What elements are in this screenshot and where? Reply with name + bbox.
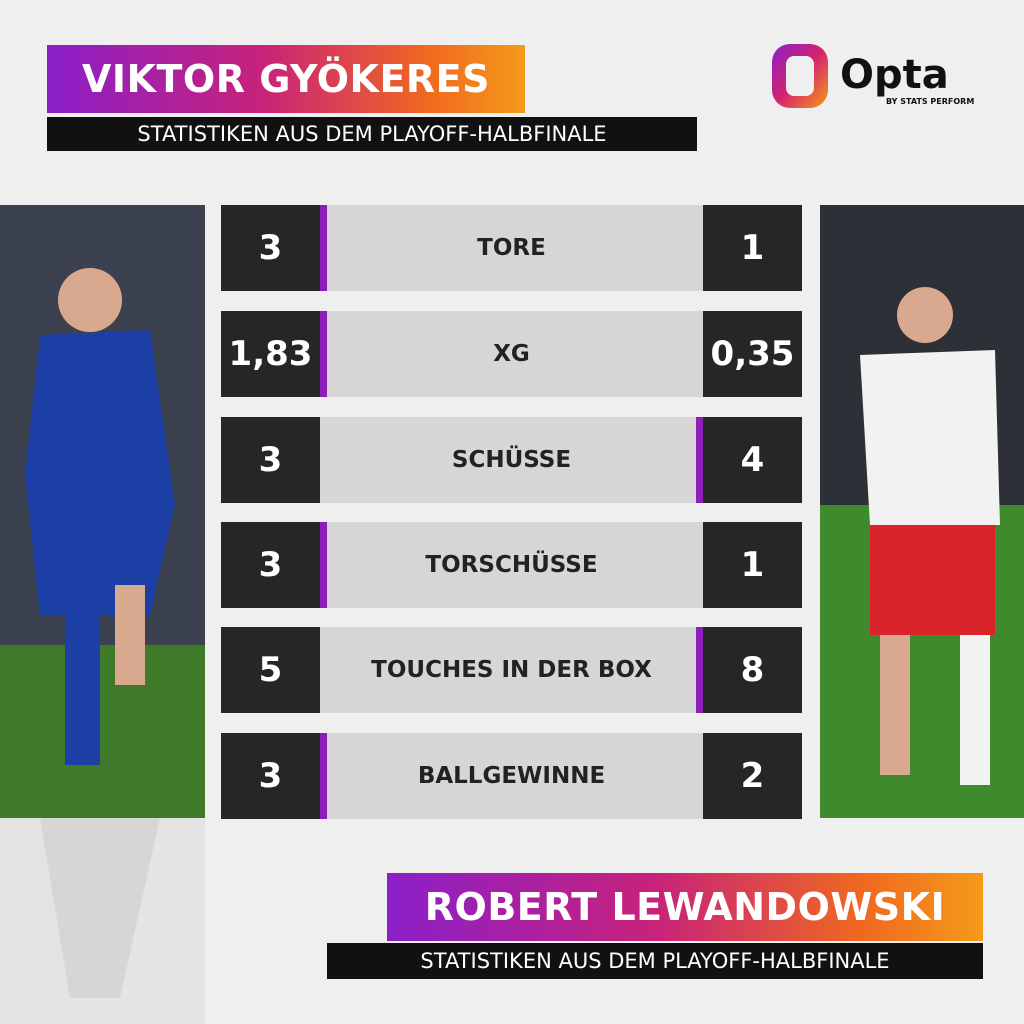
player2-name: ROBERT LEWANDOWSKI [387,873,983,941]
left-value: 1,83 [221,311,320,397]
stat-label: XG [320,311,703,397]
stat-label: SCHÜSSE [320,417,703,503]
photo-reflection [0,818,205,1024]
leader-bar [320,733,327,819]
player1-name: VIKTOR GYÖKERES [47,45,525,113]
logo-name: Opta [840,52,949,98]
right-value: 8 [703,627,802,713]
right-value: 4 [703,417,802,503]
player2-subtitle: STATISTIKEN AUS DEM PLAYOFF-HALBFINALE [327,943,983,979]
leader-bar [320,311,327,397]
left-value: 5 [221,627,320,713]
leader-bar [696,417,703,503]
stat-label: TORSCHÜSSE [320,522,703,608]
leader-bar [320,522,327,608]
player1-photo [0,205,205,818]
left-value: 3 [221,417,320,503]
right-value: 1 [703,522,802,608]
player1-subtitle: STATISTIKEN AUS DEM PLAYOFF-HALBFINALE [47,117,697,151]
stat-label: BALLGEWINNE [320,733,703,819]
logo-tagline: BY STATS PERFORM [886,97,975,106]
left-value: 3 [221,205,320,291]
left-value: 3 [221,522,320,608]
left-value: 3 [221,733,320,819]
leader-bar [320,205,327,291]
leader-bar [696,627,703,713]
right-value: 2 [703,733,802,819]
logo-icon [772,44,828,108]
right-value: 0,35 [703,311,802,397]
stat-label: TOUCHES IN DER BOX [320,627,703,713]
stat-label: TORE [320,205,703,291]
right-value: 1 [703,205,802,291]
player2-photo [820,205,1024,818]
